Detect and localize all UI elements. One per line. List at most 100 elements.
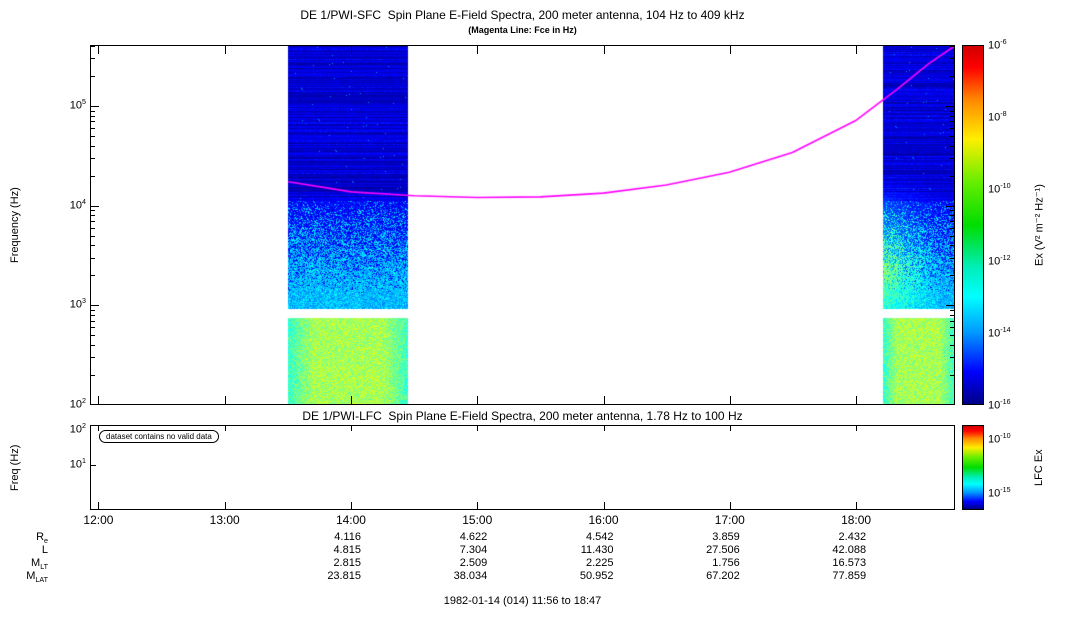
- y-minor-tick-mark: [91, 128, 95, 130]
- lfc-panel: dataset contains no valid data: [90, 425, 955, 510]
- y-minor-tick-mark: [950, 227, 954, 229]
- y-minor-tick-mark: [91, 115, 95, 117]
- y-minor-tick-mark: [950, 235, 954, 237]
- eph-value: 67.202: [706, 570, 740, 582]
- y-minor-tick-mark: [950, 257, 954, 259]
- x-tick-mark: [350, 426, 352, 431]
- x-axis-tick-label: 15:00: [462, 513, 493, 527]
- x-axis-tick-label: 18:00: [841, 513, 872, 527]
- x-tick-mark: [856, 396, 858, 404]
- y-minor-tick-mark: [950, 245, 954, 247]
- eph-row-label: L: [41, 544, 48, 556]
- x-axis-tick-label: 14:00: [335, 513, 366, 527]
- sfc-subtitle: (Magenta Line: Fce in Hz): [468, 25, 577, 35]
- x-tick-mark: [856, 502, 858, 509]
- eph-value: 11.430: [580, 544, 614, 556]
- y-minor-tick-mark: [91, 374, 95, 376]
- x-tick-mark: [98, 426, 100, 431]
- x-axis-tick-label: 12:00: [83, 513, 114, 527]
- y-major-tick-mark: [946, 305, 954, 307]
- x-axis-tick-label: 13:00: [209, 513, 240, 527]
- y-minor-tick-mark: [91, 309, 95, 311]
- y-minor-tick-mark: [950, 215, 954, 217]
- y-minor-tick-mark: [91, 221, 95, 223]
- y-minor-tick-mark: [950, 275, 954, 277]
- colorbar-tick-label: 10-8: [988, 110, 1007, 124]
- eph-value: 1.756: [712, 557, 740, 569]
- sfc-y-axis-label: Frequency (Hz): [9, 187, 21, 263]
- y-minor-tick-mark: [91, 158, 95, 160]
- x-tick-mark: [98, 46, 100, 54]
- y-minor-tick-mark: [91, 215, 95, 217]
- y-minor-tick-mark: [950, 115, 954, 117]
- y-minor-tick-mark: [950, 135, 954, 137]
- colorbar-tick-label: 10-10: [988, 182, 1011, 196]
- y-minor-tick-mark: [950, 221, 954, 223]
- lfc-colorbar: [962, 425, 984, 510]
- y-minor-tick-mark: [950, 128, 954, 130]
- y-minor-tick-mark: [950, 309, 954, 311]
- x-axis-tick-label: 16:00: [588, 513, 619, 527]
- y-minor-tick-mark: [91, 275, 95, 277]
- y-minor-tick-mark: [950, 58, 954, 60]
- x-tick-mark: [603, 396, 605, 404]
- sfc-spectrogram-canvas: [91, 46, 954, 404]
- x-tick-mark: [224, 46, 226, 54]
- y-minor-tick-mark: [91, 227, 95, 229]
- lfc-title: DE 1/PWI-LFC Spin Plane E-Field Spectra,…: [302, 409, 743, 423]
- sfc-title: DE 1/PWI-SFC Spin Plane E-Field Spectra,…: [300, 8, 745, 22]
- y-minor-tick-mark: [950, 158, 954, 160]
- y-minor-tick-mark: [91, 75, 95, 77]
- x-tick-mark: [729, 46, 731, 54]
- y-minor-tick-mark: [950, 320, 954, 322]
- x-tick-mark: [729, 426, 731, 431]
- y-major-tick-mark: [946, 105, 954, 107]
- y-minor-tick-mark: [91, 357, 95, 359]
- y-minor-tick-mark: [950, 210, 954, 212]
- eph-value: 38.034: [453, 570, 488, 582]
- x-tick-mark: [729, 396, 731, 404]
- x-tick-mark: [477, 502, 479, 509]
- y-axis-tick-label: 104: [69, 197, 86, 212]
- lfc-y-axis-label: Freq (Hz): [9, 444, 21, 491]
- x-tick-mark: [224, 426, 226, 431]
- eph-value: 42.088: [832, 544, 867, 556]
- y-minor-tick-mark: [950, 175, 954, 177]
- y-minor-tick-mark: [91, 135, 95, 137]
- x-tick-mark: [224, 396, 226, 404]
- y-minor-tick-mark: [91, 314, 95, 316]
- eph-value: 2.432: [838, 531, 867, 543]
- y-minor-tick-mark: [950, 45, 954, 47]
- lfc-y-tick-label: 102: [69, 422, 86, 436]
- y-minor-tick-mark: [950, 145, 954, 147]
- x-tick-mark: [729, 502, 731, 509]
- y-minor-tick-mark: [91, 320, 95, 322]
- x-axis-tick-label: 17:00: [714, 513, 745, 527]
- x-tick-mark: [477, 426, 479, 431]
- x-tick-mark: [477, 396, 479, 404]
- eph-value: 16.573: [832, 557, 867, 569]
- sfc-colorbar-label: Ex (V² m⁻² Hz⁻¹): [1033, 184, 1046, 266]
- eph-value: 7.304: [459, 544, 488, 556]
- eph-value: 3.859: [712, 531, 740, 543]
- y-major-tick-mark: [946, 205, 954, 207]
- y-minor-tick-mark: [91, 327, 95, 329]
- eph-row-label: MLT: [31, 557, 48, 572]
- no-valid-data-badge: dataset contains no valid data: [99, 430, 219, 443]
- y-minor-tick-mark: [91, 145, 95, 147]
- lfc-y-tick-mark: [91, 465, 96, 466]
- y-minor-tick-mark: [950, 374, 954, 376]
- x-tick-mark: [856, 426, 858, 431]
- y-minor-tick-mark: [950, 335, 954, 337]
- lfc-y-tick-label: 101: [69, 457, 86, 471]
- y-minor-tick-mark: [950, 314, 954, 316]
- sfc-spectrogram-panel: [90, 45, 955, 405]
- y-minor-tick-mark: [950, 75, 954, 77]
- colorbar-tick-label: 10-16: [988, 398, 1011, 412]
- x-tick-mark: [350, 46, 352, 54]
- y-minor-tick-mark: [91, 45, 95, 47]
- y-axis-tick-label: 105: [69, 97, 86, 112]
- x-tick-mark: [350, 396, 352, 404]
- eph-value: 2.509: [459, 557, 488, 569]
- y-minor-tick-mark: [91, 257, 95, 259]
